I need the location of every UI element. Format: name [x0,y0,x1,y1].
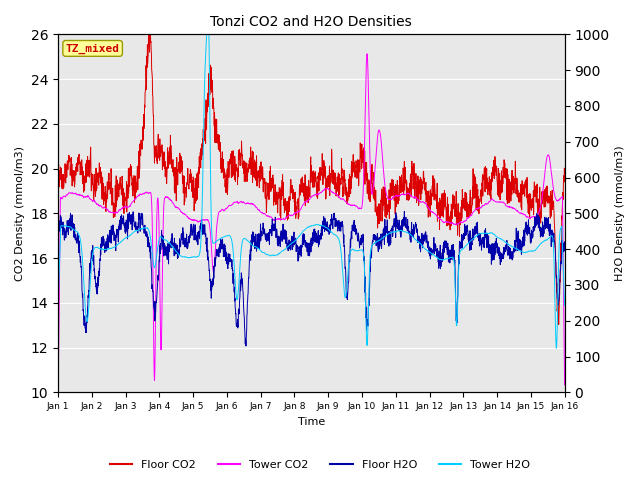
Legend: Floor CO2, Tower CO2, Floor H2O, Tower H2O: Floor CO2, Tower CO2, Floor H2O, Tower H… [105,456,535,474]
Tower H2O [203,32,211,37]
Tower H2O [195,252,203,258]
Line: Tower H2O: Tower H2O [58,35,564,348]
Title: Tonzi CO2 and H2O Densities: Tonzi CO2 and H2O Densities [211,15,412,29]
Floor H2O [326,222,333,228]
Tower H2O [337,246,344,252]
Floor CO2 [531,193,538,199]
Floor H2O [516,246,524,252]
Floor H2O [561,239,568,245]
Floor H2O [401,208,408,214]
Floor CO2 [561,175,568,180]
Floor CO2 [554,322,562,327]
Floor CO2 [337,181,344,187]
Y-axis label: H2O Density (mmol/m3): H2O Density (mmol/m3) [615,145,625,281]
Floor H2O [459,234,467,240]
Floor CO2 [196,167,204,172]
Tower H2O [561,302,568,308]
Text: TZ_mixed: TZ_mixed [66,43,120,54]
Tower H2O [326,228,333,233]
Floor CO2 [145,32,153,37]
Floor CO2 [54,168,62,174]
Floor H2O [242,343,250,349]
Tower CO2 [363,51,371,57]
X-axis label: Time: Time [298,417,325,427]
Tower CO2 [195,218,203,224]
Tower H2O [458,246,466,252]
Tower CO2 [516,211,524,216]
Tower CO2 [54,389,62,395]
Tower H2O [531,248,538,253]
Tower H2O [516,248,524,254]
Floor H2O [195,230,203,236]
Tower CO2 [326,187,333,193]
Floor CO2 [326,192,333,198]
Floor H2O [54,231,62,237]
Tower H2O [552,345,560,351]
Tower CO2 [531,214,538,220]
Floor H2O [531,223,538,229]
Floor CO2 [458,187,466,192]
Floor CO2 [516,190,524,195]
Line: Floor H2O: Floor H2O [58,211,564,346]
Tower CO2 [337,196,344,202]
Floor H2O [337,228,344,234]
Tower CO2 [561,382,568,388]
Line: Floor CO2: Floor CO2 [58,35,564,324]
Line: Tower CO2: Tower CO2 [58,54,564,392]
Tower CO2 [458,220,466,226]
Tower H2O [54,304,62,310]
Y-axis label: CO2 Density (mmol/m3): CO2 Density (mmol/m3) [15,146,25,281]
